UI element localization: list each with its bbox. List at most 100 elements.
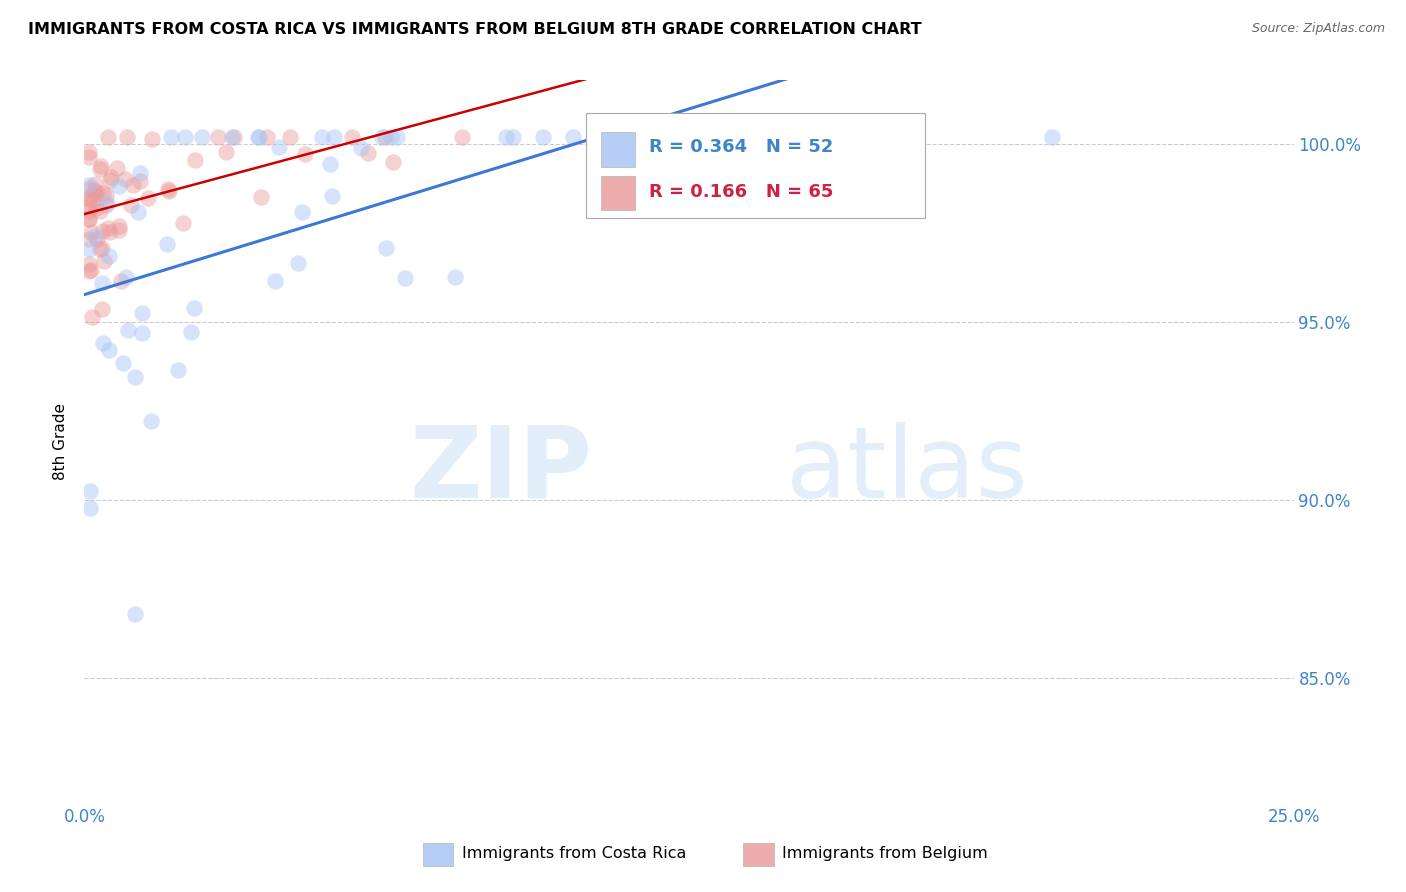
Point (80, 193, 103, 207)
Point (77, 201, 100, 215)
Point (86, 201, 108, 215)
Point (108, 223, 131, 237)
Point (89, 204, 111, 219)
Point (250, 190, 273, 204)
FancyBboxPatch shape (600, 132, 634, 167)
Point (91, 186, 114, 200)
FancyBboxPatch shape (586, 112, 925, 218)
FancyBboxPatch shape (600, 176, 634, 211)
Point (86, 232, 108, 246)
Point (340, 130, 363, 145)
Text: IMMIGRANTS FROM COSTA RICA VS IMMIGRANTS FROM BELGIUM 8TH GRADE CORRELATION CHAR: IMMIGRANTS FROM COSTA RICA VS IMMIGRANTS… (28, 22, 922, 37)
Point (124, 607, 146, 622)
Point (86, 185, 108, 199)
Point (221, 130, 243, 145)
Point (112, 355, 135, 369)
Point (247, 130, 270, 145)
Point (141, 131, 163, 145)
Point (97, 343, 120, 357)
Point (98, 225, 121, 239)
Point (120, 197, 142, 211)
Text: Immigrants from Costa Rica: Immigrants from Costa Rica (461, 846, 686, 861)
Point (180, 325, 202, 339)
Point (114, 172, 136, 186)
Point (131, 326, 153, 341)
Point (80, 262, 103, 277)
Point (1040, 130, 1063, 145)
Point (322, 130, 344, 145)
Point (94, 187, 117, 202)
Point (115, 269, 138, 284)
Point (115, 130, 138, 145)
Point (291, 205, 314, 219)
Point (166, 363, 188, 377)
Point (129, 174, 152, 188)
Y-axis label: 8th Grade: 8th Grade (53, 403, 69, 480)
Point (108, 179, 131, 194)
Point (83, 187, 105, 202)
Point (264, 274, 287, 288)
Point (311, 130, 333, 145)
Point (562, 130, 585, 145)
Point (77, 212, 100, 227)
Point (224, 130, 246, 145)
Text: atlas: atlas (786, 422, 1028, 519)
Point (129, 166, 152, 180)
Point (79, 500, 101, 515)
Point (91, 241, 114, 255)
Point (79, 483, 101, 498)
Point (96, 195, 118, 210)
Point (77, 145, 100, 159)
Point (374, 130, 396, 145)
Point (385, 130, 408, 145)
Point (381, 155, 404, 169)
Point (79, 225, 101, 239)
Point (207, 130, 229, 145)
Point (350, 141, 373, 155)
Point (84, 177, 107, 191)
Point (97, 221, 120, 235)
Text: Source: ZipAtlas.com: Source: ZipAtlas.com (1251, 22, 1385, 36)
Point (605, 130, 627, 145)
Point (93, 253, 115, 268)
Point (502, 130, 524, 145)
Point (90, 301, 112, 316)
Point (160, 130, 183, 145)
Point (184, 153, 207, 167)
Point (77, 178, 100, 192)
Point (375, 241, 398, 255)
Point (174, 130, 197, 145)
Point (191, 130, 214, 145)
Point (77, 264, 100, 278)
Point (77, 257, 100, 271)
Point (121, 178, 143, 192)
Point (105, 161, 128, 176)
Point (136, 191, 159, 205)
Point (77, 181, 100, 195)
Point (450, 130, 472, 145)
Point (157, 185, 180, 199)
FancyBboxPatch shape (744, 843, 773, 866)
Point (77, 192, 100, 206)
Point (100, 169, 122, 184)
FancyBboxPatch shape (423, 843, 453, 866)
Point (139, 414, 162, 428)
Point (319, 157, 342, 171)
Point (77, 232, 100, 246)
Point (82, 310, 104, 324)
Point (77, 212, 100, 227)
Point (287, 256, 309, 270)
Point (100, 173, 122, 187)
Point (83, 229, 105, 244)
Point (215, 145, 238, 159)
Point (267, 140, 290, 154)
Point (97, 130, 120, 145)
Point (117, 323, 139, 337)
Point (172, 216, 194, 230)
Point (93, 336, 115, 351)
Point (183, 301, 205, 315)
Text: Immigrants from Belgium: Immigrants from Belgium (782, 846, 988, 861)
Point (247, 130, 270, 145)
Point (77, 204, 100, 219)
Point (321, 188, 343, 202)
